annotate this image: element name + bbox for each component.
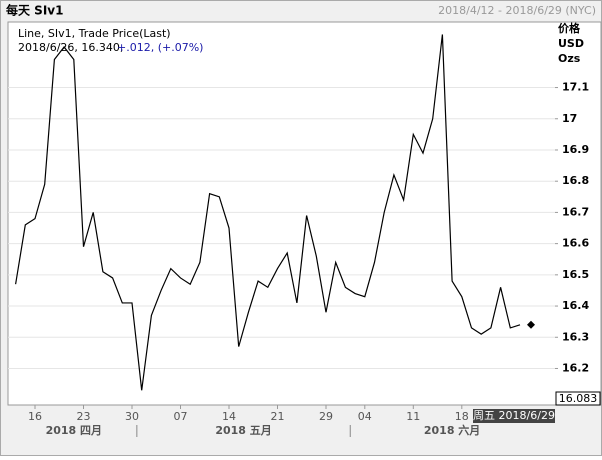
cursor-date-box (473, 409, 555, 423)
x-tick-label: 29 (319, 410, 333, 423)
y-tick-label: 16.5 (562, 268, 589, 281)
y-tick-label: 16.4 (562, 299, 589, 312)
y-tick-label: 17.1 (562, 81, 589, 94)
x-tick-label: 30 (125, 410, 139, 423)
cursor-date: 周五 2018/6/29 (473, 409, 555, 422)
y-tick-label: 16.8 (562, 174, 589, 187)
date-range: 2018/4/12 - 2018/6/29 (NYC) (438, 4, 596, 17)
y-tick-label: 16.2 (562, 361, 589, 374)
plot-frame (7, 21, 602, 406)
x-tick-label: 21 (271, 410, 285, 423)
x-tick-label: 11 (406, 410, 420, 423)
y-axis-label: Ozs (558, 52, 581, 65)
y-axis-area (555, 22, 601, 405)
cursor-value: 16.083 (559, 392, 598, 405)
month-label: 2018 四月 (46, 424, 102, 437)
x-tick-label: 23 (77, 410, 91, 423)
series-label: Line, SIv1, Trade Price(Last) (18, 27, 171, 40)
y-axis-label: USD (558, 37, 584, 50)
cursor-value-box (555, 391, 601, 406)
x-tick-label: 07 (174, 410, 188, 423)
y-tick-label: 16.3 (562, 330, 589, 343)
x-tick-label: 16 (28, 410, 42, 423)
y-tick-label: 17 (562, 112, 577, 125)
month-label: 2018 五月 (215, 424, 271, 437)
last-price-marker (527, 320, 535, 329)
x-tick-label: 18 (455, 410, 469, 423)
y-tick-label: 16.9 (562, 143, 589, 156)
y-tick-label: 16.7 (562, 205, 589, 218)
legend-change: +.012, (+.07%) (117, 41, 203, 54)
x-tick-label: 04 (358, 410, 372, 423)
y-axis-label: 价格 (558, 21, 581, 35)
chart-title: 每天 SIv1 (6, 3, 63, 18)
x-tick-label: 14 (222, 410, 236, 423)
plot-area (8, 22, 555, 405)
series-line (15, 34, 521, 391)
y-tick-label: 16.6 (562, 237, 589, 250)
month-label: 2018 六月 (424, 423, 480, 437)
legend-detail: 2018/6/26, 16.340, (18, 41, 123, 54)
